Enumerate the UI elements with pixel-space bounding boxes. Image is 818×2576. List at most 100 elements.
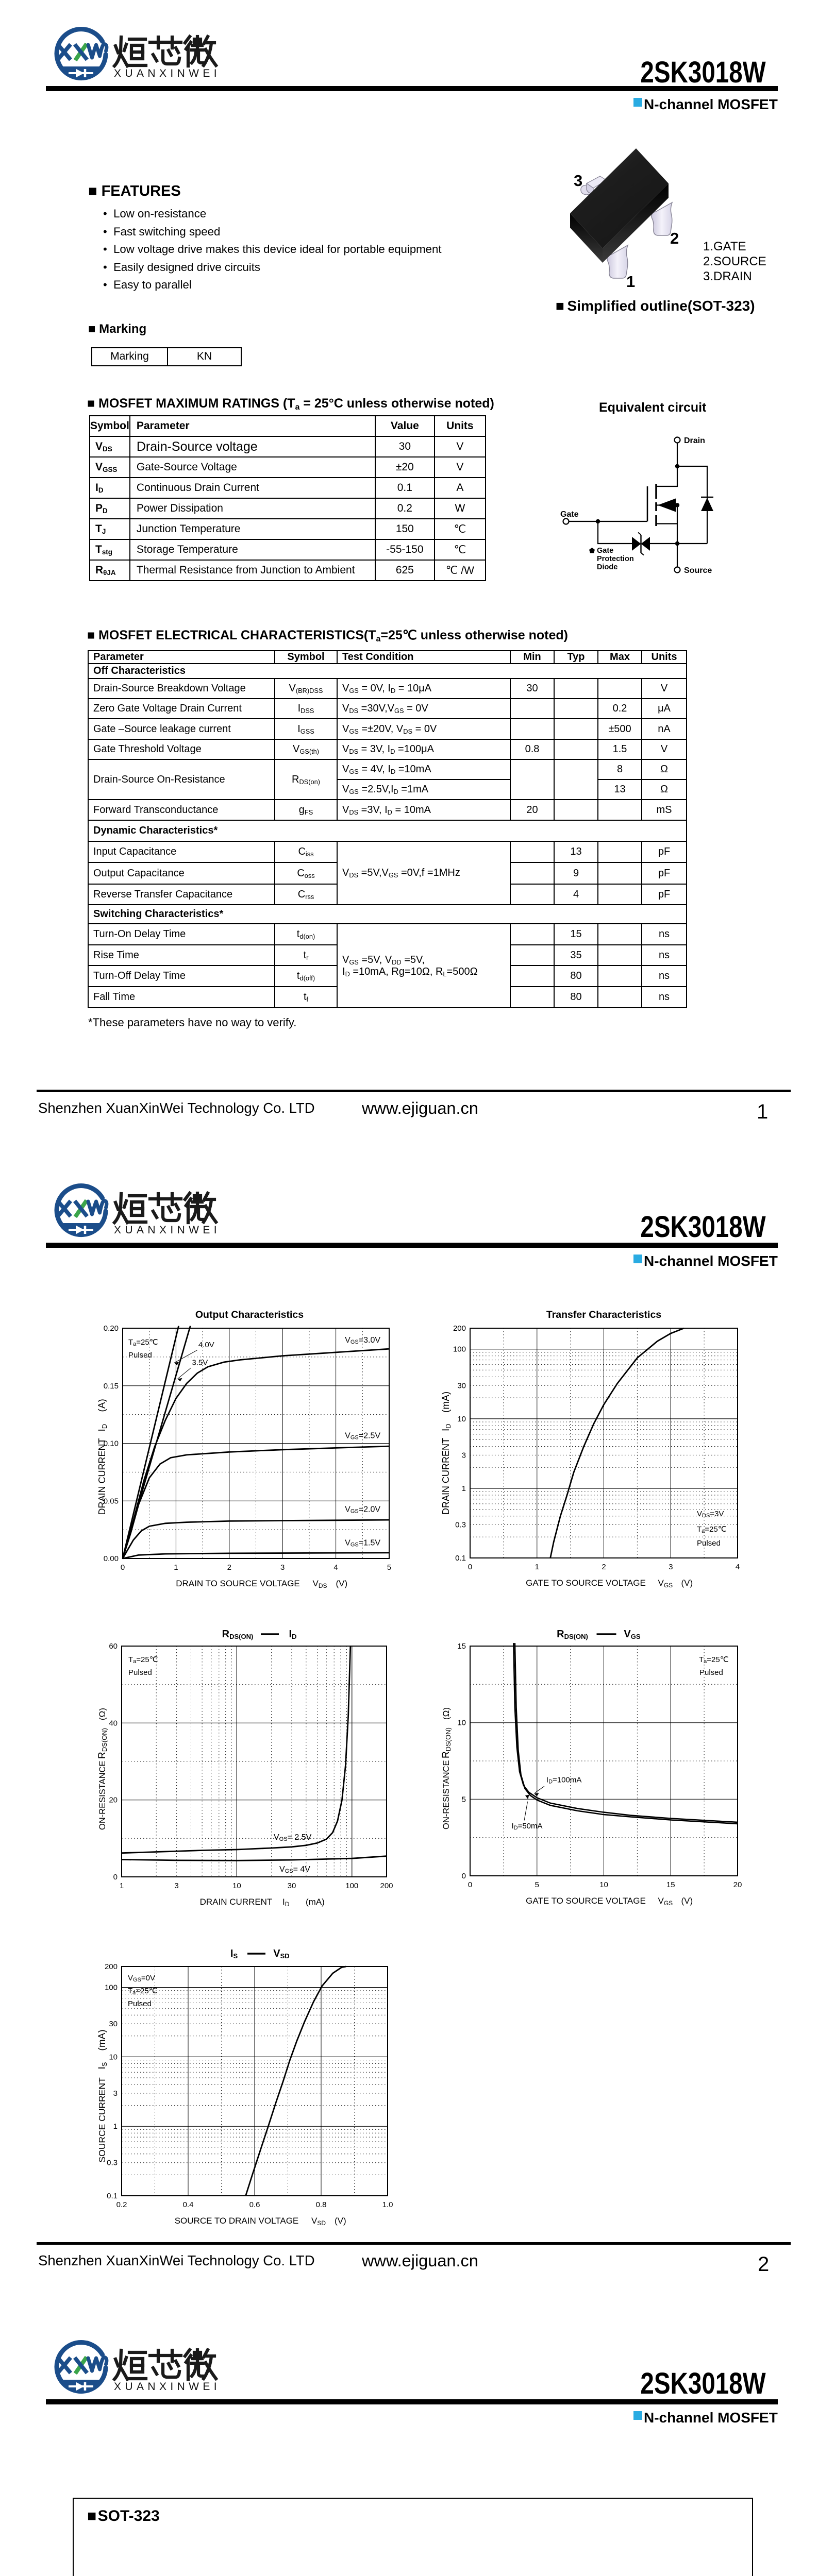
svg-text:GATE TO SOURCE VOLTAGE: GATE TO SOURCE VOLTAGE xyxy=(526,1896,646,1906)
svg-text:10: 10 xyxy=(599,1880,608,1889)
svg-text:ID=100mA: ID=100mA xyxy=(546,1776,581,1785)
svg-text:3: 3 xyxy=(113,2089,118,2098)
svg-text:Diode: Diode xyxy=(597,563,617,571)
svg-text:0.2: 0.2 xyxy=(116,2200,127,2209)
svg-text:ID: ID xyxy=(441,1423,452,1431)
svg-text:Protection: Protection xyxy=(597,555,634,563)
svg-text:4: 4 xyxy=(333,1563,338,1572)
svg-text:2: 2 xyxy=(602,1563,606,1571)
svg-text:2: 2 xyxy=(227,1563,231,1572)
svg-text:0: 0 xyxy=(113,1873,118,1882)
svg-text:ON-RESISTANCE: ON-RESISTANCE xyxy=(98,1761,107,1830)
svg-text:Ta=25℃: Ta=25℃ xyxy=(128,1338,158,1347)
svg-text:GATE TO SOURCE VOLTAGE: GATE TO SOURCE VOLTAGE xyxy=(526,1578,646,1588)
svg-text:Pulsed: Pulsed xyxy=(699,1668,723,1677)
svg-text:(Ω): (Ω) xyxy=(97,1708,107,1720)
svg-text:VGS=2.5V: VGS=2.5V xyxy=(345,1431,380,1440)
svg-text:Source: Source xyxy=(684,566,712,575)
svg-text:2: 2 xyxy=(670,229,679,247)
svg-text:DRAIN CURRENT: DRAIN CURRENT xyxy=(441,1438,451,1515)
svg-text:10: 10 xyxy=(457,1719,466,1727)
svg-text:5: 5 xyxy=(462,1795,466,1804)
svg-text:0.1: 0.1 xyxy=(107,2192,118,2200)
svg-text:VGS= 2.5V: VGS= 2.5V xyxy=(274,1833,312,1842)
svg-text:3: 3 xyxy=(574,172,582,190)
svg-text:VDS=3V: VDS=3V xyxy=(697,1510,724,1519)
svg-text:Ta=25℃: Ta=25℃ xyxy=(699,1655,729,1665)
svg-text:0.20: 0.20 xyxy=(104,1324,119,1333)
svg-text:Gate: Gate xyxy=(560,510,579,519)
svg-text:3: 3 xyxy=(669,1563,673,1571)
svg-text:0: 0 xyxy=(462,1872,466,1880)
svg-text:1: 1 xyxy=(113,2122,118,2131)
svg-text:1: 1 xyxy=(535,1563,539,1571)
svg-text:VGS: VGS xyxy=(658,1578,673,1589)
svg-text:SOURCE TO DRAIN VOLTAGE: SOURCE TO DRAIN VOLTAGE xyxy=(175,2216,299,2226)
svg-text:0.15: 0.15 xyxy=(104,1382,119,1391)
svg-text:10: 10 xyxy=(232,1882,241,1890)
svg-text:VDS: VDS xyxy=(313,1579,327,1589)
svg-text:0.1: 0.1 xyxy=(455,1554,466,1563)
svg-text:VGS=2.0V: VGS=2.0V xyxy=(345,1505,380,1514)
svg-text:60: 60 xyxy=(109,1642,118,1651)
svg-text:30: 30 xyxy=(109,2020,118,2028)
svg-text:DRAIN CURRENT: DRAIN CURRENT xyxy=(200,1897,273,1907)
svg-text:30: 30 xyxy=(288,1882,296,1890)
svg-text:(mA): (mA) xyxy=(306,1897,325,1907)
svg-text:VGS: VGS xyxy=(658,1896,673,1907)
svg-text:(V): (V) xyxy=(335,2216,346,2226)
svg-text:(V): (V) xyxy=(681,1896,693,1906)
svg-text:Ta=25℃: Ta=25℃ xyxy=(128,1655,158,1665)
svg-text:4: 4 xyxy=(736,1563,740,1571)
svg-text:Ta=25℃: Ta=25℃ xyxy=(697,1525,727,1534)
svg-text:3: 3 xyxy=(174,1882,178,1890)
svg-text:5: 5 xyxy=(387,1563,391,1572)
svg-text:ID: ID xyxy=(289,1629,297,1640)
svg-text:3: 3 xyxy=(462,1451,466,1460)
svg-text:15: 15 xyxy=(457,1642,466,1651)
svg-text:ID: ID xyxy=(97,1424,108,1432)
svg-text:30: 30 xyxy=(457,1381,466,1390)
svg-text:0.8: 0.8 xyxy=(316,2200,327,2209)
svg-text:20: 20 xyxy=(109,1796,118,1805)
svg-text:VSD: VSD xyxy=(311,2216,326,2227)
svg-text:VGS=0V: VGS=0V xyxy=(128,1974,155,1983)
svg-text:1: 1 xyxy=(120,1882,124,1890)
svg-text:0: 0 xyxy=(121,1563,125,1572)
svg-text:0.00: 0.00 xyxy=(104,1554,119,1563)
svg-text:ID: ID xyxy=(282,1897,290,1908)
svg-text:Output Characteristics: Output Characteristics xyxy=(195,1309,304,1320)
svg-text:200: 200 xyxy=(453,1324,466,1333)
svg-text:1: 1 xyxy=(174,1563,178,1572)
svg-text:3: 3 xyxy=(280,1563,285,1572)
svg-text:0.4: 0.4 xyxy=(183,2200,194,2209)
svg-text:IS: IS xyxy=(97,2062,108,2069)
svg-text:RDS(ON): RDS(ON) xyxy=(97,1728,108,1759)
svg-text:Pulsed: Pulsed xyxy=(128,1668,152,1677)
svg-text:100: 100 xyxy=(453,1345,466,1354)
svg-text:1: 1 xyxy=(462,1484,466,1493)
svg-text:0.3: 0.3 xyxy=(107,2159,118,2167)
svg-text:Transfer Characteristics: Transfer Characteristics xyxy=(546,1309,661,1320)
svg-text:200: 200 xyxy=(105,1962,118,1971)
svg-text:0: 0 xyxy=(468,1880,472,1889)
svg-text:(Ω): (Ω) xyxy=(441,1707,451,1720)
svg-text:0.6: 0.6 xyxy=(249,2200,260,2209)
svg-text:RDS(ON): RDS(ON) xyxy=(557,1629,588,1640)
svg-text:3.5V: 3.5V xyxy=(192,1359,208,1367)
svg-text:SOURCE CURRENT: SOURCE CURRENT xyxy=(97,2077,107,2163)
svg-text:VGS=1.5V: VGS=1.5V xyxy=(345,1538,380,1548)
svg-text:(V): (V) xyxy=(336,1579,348,1588)
svg-text:Pulsed: Pulsed xyxy=(697,1539,721,1548)
svg-text:1: 1 xyxy=(626,273,635,291)
svg-text:RDS(ON): RDS(ON) xyxy=(222,1629,254,1640)
svg-text:15: 15 xyxy=(666,1880,675,1889)
svg-text:DRAIN TO SOURCE VOLTAGE: DRAIN TO SOURCE VOLTAGE xyxy=(176,1579,300,1588)
svg-text:Pulsed: Pulsed xyxy=(128,1999,152,2008)
svg-text:IS: IS xyxy=(230,1948,238,1960)
svg-text:0.3: 0.3 xyxy=(455,1521,466,1530)
svg-text:Ta=25℃: Ta=25℃ xyxy=(128,1987,158,1996)
svg-text:10: 10 xyxy=(457,1415,466,1423)
svg-text:(mA): (mA) xyxy=(441,1392,452,1413)
svg-text:Gate: Gate xyxy=(597,547,613,555)
